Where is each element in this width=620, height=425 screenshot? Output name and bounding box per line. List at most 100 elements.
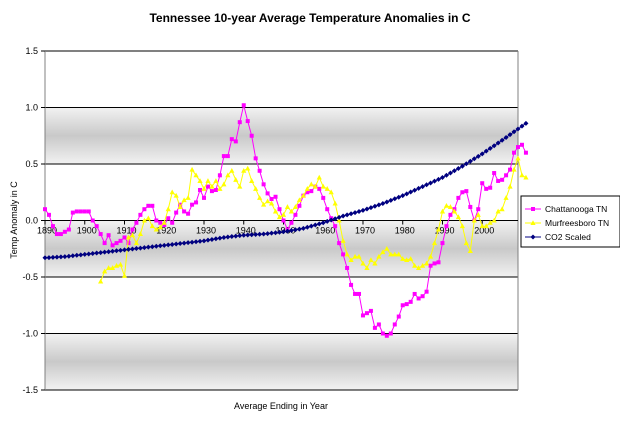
co2-scaled-point xyxy=(515,126,521,132)
x-tick-label: 1920 xyxy=(156,226,176,236)
co2-scaled-point xyxy=(265,231,271,237)
legend-co2-scaled-point xyxy=(530,234,536,240)
co2-scaled-point xyxy=(241,232,247,238)
chattanooga-tn-point xyxy=(146,203,151,208)
murfreesboro-tn-point xyxy=(344,251,350,257)
chattanooga-tn-point xyxy=(293,212,298,217)
chattanooga-tn-point xyxy=(257,168,262,173)
co2-scaled-point xyxy=(467,158,473,164)
chattanooga-tn-point xyxy=(78,209,83,214)
co2-scaled-point xyxy=(280,229,286,235)
murfreesboro-tn-point xyxy=(368,257,374,263)
murfreesboro-tn-point xyxy=(312,183,318,189)
chattanooga-tn-point xyxy=(523,150,528,155)
murfreesboro-tn-point xyxy=(181,197,187,203)
legend-label: CO2 Scaled xyxy=(545,232,591,242)
murfreesboro-tn-point xyxy=(511,166,517,172)
chattanooga-tn-point xyxy=(186,211,191,216)
murfreesboro-tn-point xyxy=(253,186,259,191)
co2-scaled-point xyxy=(376,202,382,208)
chattanooga-tn-point xyxy=(444,224,449,229)
murfreesboro-tn-point xyxy=(177,204,183,209)
co2-scaled-point xyxy=(416,185,422,191)
co2-scaled-point xyxy=(245,232,251,238)
co2-scaled-point xyxy=(94,250,100,256)
chattanooga-tn-point xyxy=(213,187,218,192)
murfreesboro-tn-point xyxy=(225,172,231,178)
chattanooga-tn-point xyxy=(221,154,226,159)
chattanooga-tn-point xyxy=(384,333,389,338)
co2-scaled-point xyxy=(360,207,366,213)
murfreesboro-tn-point xyxy=(316,174,322,180)
chattanooga-tn-point xyxy=(269,197,274,202)
murfreesboro-tn-point xyxy=(451,208,458,214)
murfreesboro-tn-point xyxy=(193,172,199,178)
chattanooga-tn-point xyxy=(261,182,266,187)
murfreesboro-tn-point xyxy=(340,238,346,243)
co2-scaled-point xyxy=(404,191,410,197)
murfreesboro-tn-point xyxy=(503,195,509,200)
murfreesboro-tn-point xyxy=(189,166,195,172)
legend: Chattanooga TN Murfreesboro TN CO2 Scaled xyxy=(520,195,620,248)
murfreesboro-tn-point xyxy=(455,214,461,220)
murfreesboro-tn-point xyxy=(137,231,143,237)
chattanooga-tn-point xyxy=(460,190,465,195)
chattanooga-tn-point xyxy=(488,185,493,190)
co2-scaled-point xyxy=(121,247,127,253)
murfreesboro-tn-point xyxy=(435,226,442,232)
murfreesboro-tn-point xyxy=(173,192,179,198)
y-tick-label: -0.5 xyxy=(22,272,38,282)
chattanooga-tn-point xyxy=(154,218,159,223)
chattanooga-tn-point xyxy=(396,314,401,319)
chattanooga-tn-point xyxy=(70,210,75,215)
chattanooga-tn-point xyxy=(519,142,524,147)
murfreesboro-tn-point xyxy=(229,167,235,173)
co2-scaled-point xyxy=(169,241,175,247)
plot-band xyxy=(45,107,518,164)
co2-scaled-point xyxy=(388,197,394,203)
murfreesboro-tn-point xyxy=(209,183,215,189)
co2-scaled-point xyxy=(320,220,326,226)
co2-scaled-point xyxy=(106,249,112,255)
chattanooga-tn-point xyxy=(118,238,123,243)
co2-scaled-point xyxy=(348,211,354,217)
co2-scaled-point xyxy=(185,240,191,246)
chattanooga-tn-point xyxy=(380,331,385,336)
murfreesboro-tn-point xyxy=(412,262,418,268)
murfreesboro-tn-point xyxy=(268,200,275,206)
murfreesboro-tn-point xyxy=(241,167,247,173)
murfreesboro-tn-point xyxy=(257,195,263,200)
murfreesboro-tn-point xyxy=(264,198,271,204)
murfreesboro-tn-point xyxy=(288,208,295,214)
chattanooga-tn-point xyxy=(54,232,59,237)
murfreesboro-tn-point xyxy=(420,262,426,268)
x-tick-label: 1910 xyxy=(116,226,136,236)
co2-scaled-point xyxy=(209,236,215,242)
murfreesboro-tn-point xyxy=(217,186,223,191)
co2-scaled-point xyxy=(495,140,501,146)
murfreesboro-tn-point xyxy=(364,265,370,270)
chattanooga-tn-point xyxy=(412,291,417,296)
y-tick-label: -1.5 xyxy=(22,385,38,395)
co2-scaled-point xyxy=(102,249,108,255)
chattanooga-tn-point xyxy=(273,194,278,199)
murfreesboro-tn-point xyxy=(392,251,398,257)
chattanooga-tn-point xyxy=(182,209,187,214)
co2-scaled-point xyxy=(78,252,84,258)
murfreesboro-tn-point xyxy=(141,217,147,223)
murfreesboro-tn-point xyxy=(292,204,299,209)
co2-scaled-point xyxy=(483,148,489,154)
co2-scaled-point xyxy=(201,238,207,244)
co2-scaled-point xyxy=(205,237,211,243)
co2-scaled-point xyxy=(70,253,76,259)
chattanooga-tn-point xyxy=(98,232,103,237)
chattanooga-tn-point xyxy=(86,209,91,214)
co2-scaled-point xyxy=(312,222,318,228)
chattanooga-tn-point xyxy=(456,195,461,200)
chattanooga-tn-point xyxy=(194,200,199,205)
chattanooga-tn-point xyxy=(174,210,179,215)
co2-scaled-point xyxy=(503,134,509,140)
murfreesboro-tn-point xyxy=(475,212,481,217)
x-tick-label: 1940 xyxy=(236,226,256,236)
